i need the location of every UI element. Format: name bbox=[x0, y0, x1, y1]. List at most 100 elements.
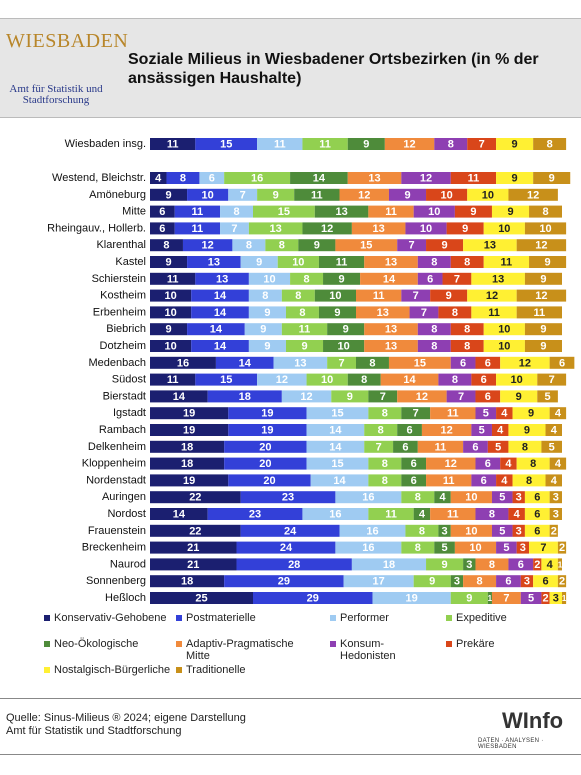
legend-swatch bbox=[44, 615, 50, 621]
data-label: 8 bbox=[246, 240, 252, 252]
data-label: 12 bbox=[403, 139, 415, 151]
data-label: 8 bbox=[361, 374, 367, 386]
bar-segment bbox=[187, 188, 229, 201]
data-label: 13 bbox=[216, 273, 228, 285]
bar-segment bbox=[364, 340, 418, 352]
data-label: 12 bbox=[445, 458, 457, 470]
legend-label: Neo-Ökologische bbox=[54, 638, 139, 650]
data-label: 5 bbox=[499, 492, 505, 504]
bar-segment bbox=[434, 541, 455, 554]
data-label: 4 bbox=[551, 425, 558, 437]
bar-segment bbox=[150, 541, 237, 554]
data-label: 13 bbox=[335, 206, 347, 218]
data-label: 6 bbox=[411, 475, 417, 487]
bar-segment bbox=[545, 474, 562, 487]
bar-segment bbox=[401, 474, 427, 487]
data-label: 12 bbox=[300, 391, 312, 403]
bar-segment bbox=[191, 289, 249, 302]
bar-segment bbox=[228, 407, 307, 420]
category-label: Erbenheim bbox=[93, 306, 146, 318]
data-label: 8 bbox=[378, 425, 384, 437]
data-label: 9 bbox=[442, 240, 448, 252]
bar-segment bbox=[516, 239, 567, 252]
data-label: 10 bbox=[338, 341, 350, 353]
data-label: 19 bbox=[261, 425, 273, 437]
data-label: 14 bbox=[333, 475, 346, 487]
legend: Konservativ-Gehobene Postmaterielle Perfor… bbox=[0, 612, 581, 684]
bar-segment bbox=[257, 373, 307, 386]
bar-segment bbox=[401, 407, 431, 420]
data-label: 8 bbox=[477, 576, 483, 588]
bar-segment bbox=[549, 457, 567, 470]
bar-segment bbox=[491, 424, 509, 436]
data-label: 11 bbox=[447, 408, 459, 420]
data-label: 2 bbox=[551, 525, 557, 537]
data-label: 6 bbox=[209, 173, 215, 185]
bar-segment bbox=[335, 541, 402, 554]
data-label: 29 bbox=[307, 593, 319, 605]
bar-segment bbox=[207, 390, 282, 403]
bar-segment bbox=[533, 558, 542, 571]
bar-segment bbox=[215, 356, 274, 369]
category-label: Kloppenheim bbox=[82, 458, 146, 470]
bar-segment bbox=[281, 323, 328, 336]
data-label: 16 bbox=[329, 509, 341, 521]
bar-segment bbox=[475, 457, 501, 470]
bar-segment bbox=[302, 222, 352, 235]
bar-segment bbox=[529, 205, 562, 218]
bar-segment bbox=[463, 440, 488, 453]
bar-segment bbox=[413, 508, 431, 520]
bar-segment bbox=[397, 424, 422, 436]
data-label: 12 bbox=[486, 290, 498, 302]
data-label: 9 bbox=[343, 324, 349, 336]
data-label: 24 bbox=[280, 542, 293, 554]
data-label: 4 bbox=[514, 509, 521, 521]
data-label: 21 bbox=[187, 542, 199, 554]
bar-segment bbox=[380, 373, 439, 386]
bar-segment bbox=[224, 575, 344, 588]
bar-segment bbox=[537, 373, 567, 386]
bar-segment bbox=[463, 558, 476, 571]
category-label: Sonnenberg bbox=[86, 575, 146, 587]
source-line: Quelle: Sinus-Milieus ® 2024; eigene Dar… bbox=[6, 712, 246, 724]
data-label: 13 bbox=[484, 240, 496, 252]
data-label: 3 bbox=[520, 542, 526, 554]
bar-segment bbox=[356, 356, 389, 369]
data-label: 8 bbox=[452, 374, 458, 386]
data-label: 9 bbox=[549, 173, 555, 185]
data-label: 2 bbox=[534, 559, 540, 571]
data-label: 10 bbox=[292, 257, 304, 269]
bar-segment bbox=[454, 541, 497, 554]
bar-segment bbox=[150, 390, 208, 403]
bar-segment bbox=[529, 541, 558, 554]
data-label: 9 bbox=[512, 173, 518, 185]
bar-segment bbox=[150, 239, 183, 252]
data-label: 4 bbox=[501, 408, 508, 420]
data-label: 7 bbox=[503, 593, 509, 605]
chart-title: Soziale Milieus in Wiesbadener Ortsbezir… bbox=[128, 51, 539, 87]
bar-segment bbox=[450, 524, 492, 537]
bar-segment bbox=[191, 340, 249, 352]
data-label: 8 bbox=[452, 307, 458, 319]
data-label: 11 bbox=[501, 257, 513, 269]
legend-swatch bbox=[330, 615, 336, 621]
data-label: 11 bbox=[435, 441, 447, 453]
bar-segment bbox=[150, 306, 192, 319]
bar-segment bbox=[150, 508, 208, 520]
bar-segment bbox=[232, 239, 266, 252]
data-label: 7 bbox=[240, 189, 246, 201]
data-label: 4 bbox=[497, 425, 504, 437]
bar-segment bbox=[417, 440, 464, 453]
bar-segment bbox=[417, 323, 451, 336]
bar-segment bbox=[356, 306, 410, 319]
legend-item: Neo-Ökologische bbox=[44, 638, 174, 650]
bar-segment bbox=[195, 272, 249, 285]
data-label: 13 bbox=[492, 273, 504, 285]
data-label: 6 bbox=[542, 576, 548, 588]
data-label: 8 bbox=[382, 408, 388, 420]
data-label: 10 bbox=[469, 542, 481, 554]
data-label: 5 bbox=[442, 542, 448, 554]
bar-segment bbox=[467, 289, 517, 302]
data-label: 9 bbox=[540, 341, 546, 353]
legend-item: Expeditive bbox=[446, 612, 576, 624]
